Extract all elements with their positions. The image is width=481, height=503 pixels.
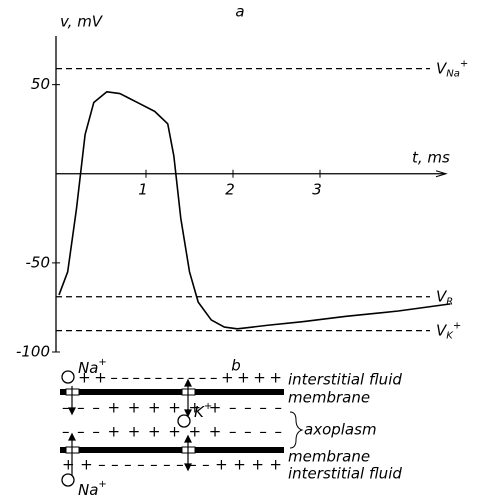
ion-symbol: K [194,403,205,421]
ion-charge: + [98,357,106,368]
diagram-label: interstitial fluid [288,465,402,483]
y-tick-label: -100 [16,343,50,361]
charge-row: + + + – – – – – – – – – – + + + + [62,369,282,387]
x-axis-arrow [435,170,448,178]
reference-label: VR [436,287,453,308]
ion-label: K+ [194,401,212,421]
reference-subscript: R [446,297,453,308]
diagram-title: b [231,357,241,375]
diagram-label: axoplasm [304,421,377,439]
reference-symbol: V [436,59,448,77]
charge-row: – – – + + + + + + – – – – [62,399,282,417]
charge-row: – – – + + + + + + – – – – [62,423,282,441]
x-tick-label: 2 [225,180,235,198]
ion [61,370,75,384]
reference-subscript: Na [446,69,460,80]
diagram-label: membrane [288,389,370,407]
reference-symbol: V [436,321,448,339]
ion-label: Na+ [78,357,107,377]
ion-symbol: Na [78,481,98,499]
ion-charge: + [98,479,106,490]
membrane [60,447,284,453]
ion-symbol: Na [78,359,98,377]
y-axis-label: v, mV [60,13,104,31]
reference-label: VK+ [436,321,461,342]
x-tick-label: 3 [312,180,322,198]
reference-subscript: K [446,331,454,342]
ion-label: Na+ [78,479,107,499]
x-axis-label: t, ms [412,149,450,167]
data-line [58,90,451,330]
reference-symbol: V [436,287,448,305]
reference-superscript: + [460,59,468,70]
membrane [60,389,284,395]
y-tick-label: -50 [26,253,51,271]
reference-label: VNa+ [436,59,468,80]
ion-charge: + [204,401,212,412]
arrows [68,378,192,478]
chart-title: a [235,3,244,21]
brace [289,411,304,449]
charge-row: + + – – – – – – – – – + + + + [62,456,282,474]
y-tick-label: 50 [31,75,50,93]
diagram-label: interstitial fluid [288,371,402,389]
x-tick-label: 1 [138,180,148,198]
ion [177,414,191,428]
reference-superscript: + [453,321,461,332]
ion [61,473,75,487]
diagram-label: membrane [288,448,370,466]
